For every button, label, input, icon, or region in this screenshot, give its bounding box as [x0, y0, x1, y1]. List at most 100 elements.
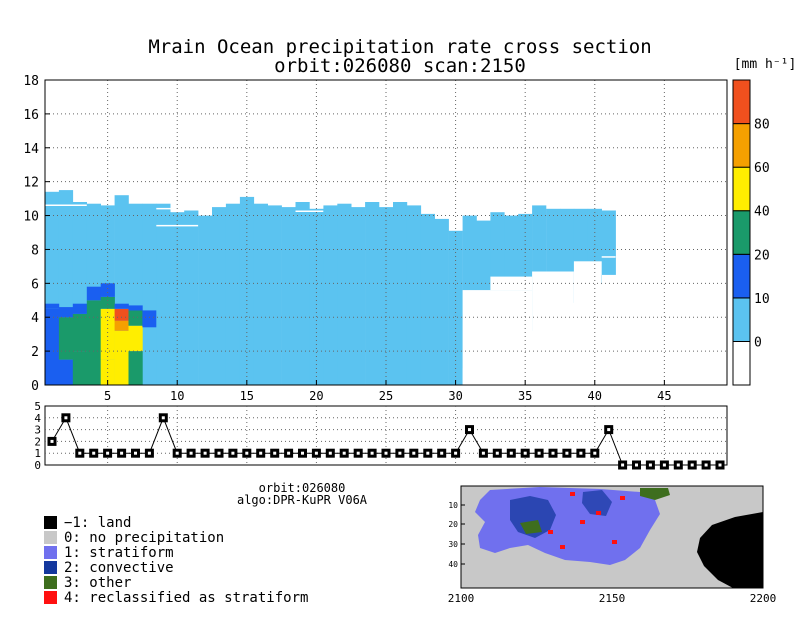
other-region: [640, 488, 670, 500]
core-cell: [45, 303, 60, 309]
rain-column: [267, 205, 282, 385]
y-tick-label: 0: [31, 379, 39, 394]
type-marker-dot: [78, 451, 82, 455]
no-rain-streak: [45, 204, 87, 206]
type-marker-dot: [704, 463, 708, 467]
strip-y-tick-label: 5: [34, 400, 41, 413]
reclassified-pixel: [560, 545, 565, 549]
legend-label: 3: other: [64, 575, 131, 591]
map-x-tick-label: 2100: [448, 592, 475, 605]
type-marker-dot: [175, 451, 179, 455]
strip-y-tick-label: 4: [34, 412, 41, 425]
no-rain-gap: [532, 271, 574, 343]
y-tick-label: 14: [23, 142, 39, 157]
core-cell: [58, 307, 74, 318]
type-marker-dot: [426, 451, 430, 455]
x-tick-label: 15: [240, 389, 254, 403]
rain-column: [337, 203, 352, 385]
info-algo: algo:DPR-KuPR V06A: [237, 493, 368, 507]
colorbar-tick-label: 20: [754, 248, 770, 263]
type-marker-dot: [64, 416, 68, 420]
cross-section-panel: 5 10 15 20 25 30 35 40 45 0 2 4 6 8 10 12 14 16 18: [23, 74, 728, 403]
type-marker-dot: [147, 451, 151, 455]
colorbar-cell: [732, 123, 751, 168]
x-tick-label: 35: [518, 389, 532, 403]
colorbar-tick-label: 0: [754, 335, 762, 350]
type-marker-dot: [161, 416, 165, 420]
map-y-tick-label: 20: [448, 520, 458, 529]
map-frame: [460, 485, 764, 589]
convective-region: [510, 496, 556, 538]
core-cell: [114, 308, 129, 321]
rain-column: [225, 203, 241, 385]
x-tick-label: 30: [448, 389, 462, 403]
swath-map: 2100 2150 2200 10 20 30 40: [448, 485, 777, 605]
strip-y-tick-label: 1: [34, 447, 41, 460]
rain-column: [323, 205, 338, 385]
core-cell: [114, 303, 129, 309]
no-rain-streak: [295, 210, 324, 212]
reclassified-pixel: [620, 496, 625, 500]
core-cell: [128, 305, 143, 311]
core-cell: [128, 351, 143, 385]
core-cell: [100, 308, 115, 360]
type-marker-dot: [134, 451, 137, 455]
type-marker-dot: [440, 451, 444, 455]
type-marker-dot: [468, 428, 471, 432]
y-tick-label: 8: [31, 243, 39, 258]
core-cell: [114, 320, 129, 331]
rain-column: [212, 207, 227, 385]
rain-column: [434, 218, 449, 385]
legend-label: −1: land: [64, 515, 131, 531]
core-cell: [86, 286, 101, 301]
type-marker-dot: [356, 451, 360, 455]
type-marker-dot: [398, 451, 402, 455]
chart-subtitle: orbit:026080 scan:2150: [274, 55, 526, 77]
info-orbit: orbit:026080: [259, 481, 346, 495]
type-marker-dot: [579, 451, 583, 455]
type-marker-dot: [328, 451, 332, 455]
type-marker-dot: [662, 463, 666, 467]
colorbar-unit-label: [mm h⁻¹]: [734, 57, 797, 72]
axis-ticks: 5 10 15 20 25 30 35 40 45 0 2 4 6 8 10 12 14 16 18: [23, 74, 671, 403]
y-tick-label: 12: [23, 176, 39, 191]
rain-column: [601, 210, 616, 275]
rain-column: [448, 230, 463, 385]
core-cell: [100, 296, 115, 309]
strip-y-tick-label: 3: [34, 424, 41, 437]
colorbar-cell: [732, 79, 751, 125]
x-tick-label: 25: [379, 389, 393, 403]
x-tick-label: 20: [309, 389, 323, 403]
type-marker-dot: [621, 463, 625, 467]
type-marker-dot: [607, 428, 611, 432]
type-marker-dot: [523, 451, 527, 455]
rain-column: [420, 213, 435, 385]
rain-column: [281, 207, 296, 385]
x-tick-label: 10: [170, 389, 184, 403]
rain-column: [295, 202, 310, 385]
type-marker-dot: [593, 451, 597, 455]
type-marker-dot: [412, 451, 416, 455]
colorbar-tick-label: 80: [754, 118, 770, 133]
strip-y-tick-label: 0: [34, 459, 41, 472]
rain-column: [365, 202, 380, 385]
map-x-tick-label: 2200: [750, 592, 777, 605]
convective-region: [582, 490, 612, 516]
core-cell: [142, 310, 157, 328]
colorbar-cell: [732, 340, 751, 386]
core-cell: [72, 303, 87, 314]
core-cell: [58, 317, 74, 360]
reclassified-pixel: [580, 520, 585, 524]
map-y-tick-label: 40: [448, 560, 458, 569]
legend-swatch: [44, 561, 57, 574]
other-region: [520, 520, 542, 534]
x-tick-label: 45: [657, 389, 671, 403]
grid-lines: [45, 80, 727, 385]
core-cell: [58, 359, 74, 385]
type-marker-dot: [287, 451, 291, 455]
y-tick-label: 2: [31, 345, 39, 360]
type-marker-dot: [217, 451, 221, 455]
type-marker-dot: [481, 451, 485, 455]
